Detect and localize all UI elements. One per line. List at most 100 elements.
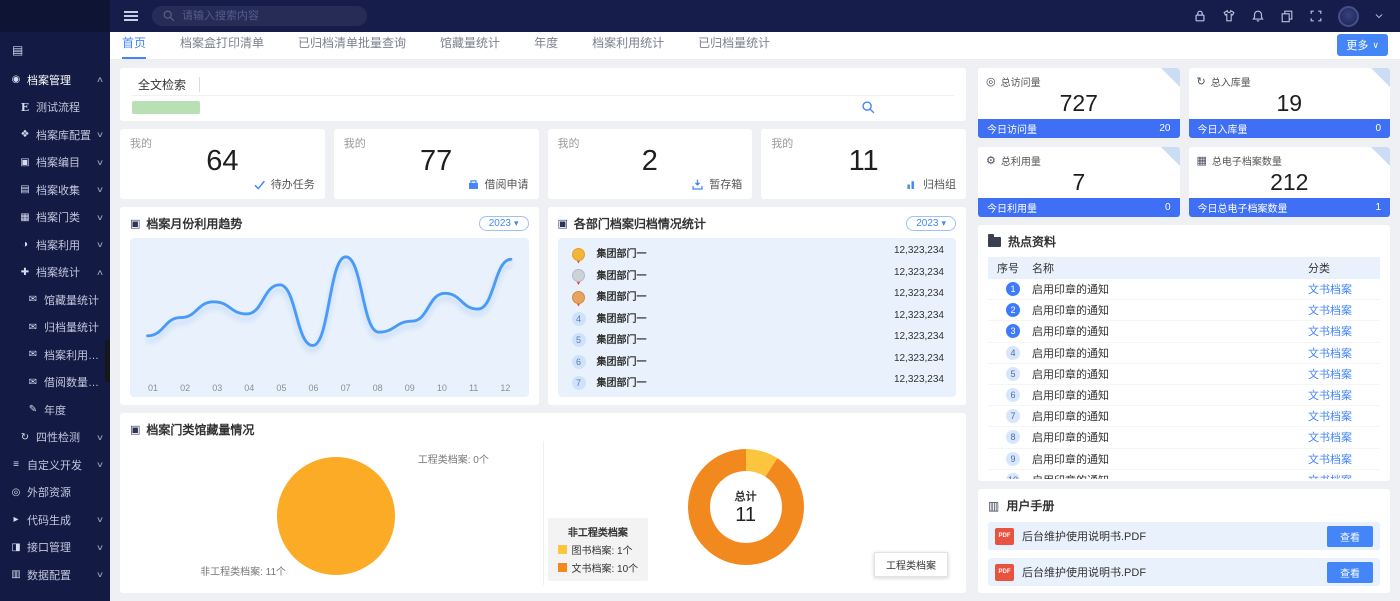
theme-shirt-icon[interactable]	[1222, 9, 1236, 23]
sidebar-item-test-flow[interactable]: E 测试流程	[0, 94, 110, 122]
sidebar-drag-handle[interactable]	[105, 340, 110, 382]
hot-table-header: 序号 名称 分类	[988, 257, 1380, 279]
fulltext-search-label[interactable]: 全文检索	[132, 76, 199, 93]
chevron-down-icon[interactable]	[1374, 11, 1384, 21]
stat-value: 727	[986, 89, 1172, 119]
dept-value: 12,323,234	[894, 245, 944, 260]
tab-home[interactable]: 首页	[122, 31, 146, 59]
category-link[interactable]: 文书档案	[1308, 454, 1352, 466]
sidebar-item-borrow-count-stat[interactable]: ✉ 借阅数量统计	[0, 369, 110, 397]
engineering-category-button[interactable]: 工程类档案	[874, 552, 948, 577]
mail-icon: ✉	[27, 377, 39, 388]
pie-label-non-engineering: 非工程类档案: 11个	[200, 563, 286, 578]
stat-card-borrow[interactable]: 我的 77 借阅申请	[334, 129, 539, 199]
sidebar-item-label: 数据配置	[27, 567, 92, 583]
copy-pages-icon[interactable]	[1280, 9, 1294, 23]
rank-circle: 10	[1006, 473, 1020, 479]
bar-chart-icon	[905, 178, 918, 191]
mail-icon: ✉	[27, 322, 39, 333]
sidebar-item-collect[interactable]: ▤ 档案收集 ∨	[0, 176, 110, 204]
sidebar-collapse-icon[interactable]: ▤	[0, 34, 110, 66]
category-link[interactable]: 文书档案	[1308, 326, 1352, 338]
sidebar-item-catalog[interactable]: ▣ 档案编目 ∨	[0, 149, 110, 177]
global-search-input[interactable]	[182, 10, 357, 22]
sidebar-item-four-check[interactable]: ↻ 四性检测 ∨	[0, 424, 110, 452]
col-header-name: 名称	[1032, 260, 1308, 276]
sidebar-item-api-manage[interactable]: ◨ 接口管理 ∨	[0, 534, 110, 562]
stat-value: 77	[344, 147, 529, 176]
sidebar-item-category[interactable]: ▦ 档案门类 ∨	[0, 204, 110, 232]
fullscreen-icon[interactable]	[1309, 9, 1323, 23]
stat-value: 11	[771, 147, 956, 176]
tab-year[interactable]: 年度	[534, 31, 558, 59]
category-link[interactable]: 文书档案	[1308, 284, 1352, 296]
sidebar-item-custom-dev[interactable]: ≡ 自定义开发 ∨	[0, 451, 110, 479]
globe-icon: ◎	[10, 487, 22, 498]
stat-card-todo[interactable]: 我的 64 待办任务	[120, 129, 325, 199]
dept-name: 集团部门一	[597, 310, 647, 325]
sidebar-item-repo-config[interactable]: ❖ 档案库配置 ∨	[0, 121, 110, 149]
stat-card-staging[interactable]: 我的 2 暂存箱	[548, 129, 753, 199]
view-button[interactable]: 查看	[1327, 526, 1373, 547]
search-submit-icon[interactable]	[861, 100, 876, 115]
dept-name: 集团部门一	[597, 288, 647, 303]
fulltext-search-input[interactable]	[210, 74, 954, 94]
tab-filed-batch-query[interactable]: 已归档清单批量查询	[298, 31, 406, 59]
user-avatar[interactable]	[1338, 6, 1359, 27]
sidebar-item-label: 档案编目	[36, 154, 92, 170]
category-link[interactable]: 文书档案	[1308, 390, 1352, 402]
category-link[interactable]: 文书档案	[1308, 348, 1352, 360]
stat-label: 归档组	[923, 176, 956, 192]
sidebar-item-usage[interactable]: ◑ 档案利用 ∨	[0, 231, 110, 259]
sidebar-item-label: 外部资源	[27, 484, 103, 500]
hot-title: 热点资料	[1008, 233, 1056, 250]
category-link[interactable]: 文书档案	[1308, 369, 1352, 381]
sidebar: ▤ ◉ 档案管理 ∧ E 测试流程 ❖ 档案库配置 ∨ ▣ 档案编目 ∨ ▤ 档…	[0, 32, 110, 601]
global-search[interactable]	[152, 6, 367, 26]
bell-icon[interactable]	[1251, 9, 1265, 23]
trend-year-select[interactable]: 2023▾	[479, 216, 529, 231]
sidebar-item-archive-manage[interactable]: ◉ 档案管理 ∧	[0, 66, 110, 94]
sidebar-item-statistics[interactable]: ✚ 档案统计 ∧	[0, 259, 110, 287]
manual-title: 用户手册	[1006, 497, 1054, 514]
footer-value: 0	[1165, 202, 1171, 213]
sidebar-item-year[interactable]: ✎ 年度	[0, 396, 110, 424]
rank-row: 6 集团部门一12,323,234	[570, 353, 945, 371]
sidebar-item-data-config[interactable]: ▥ 数据配置 ∨	[0, 561, 110, 589]
category-link[interactable]: 文书档案	[1308, 475, 1352, 479]
trend-chart-card: ▣ 档案月份利用趋势 2023▾ 01020304050607080910111…	[120, 207, 539, 405]
category-link[interactable]: 文书档案	[1308, 411, 1352, 423]
lock-icon[interactable]	[1193, 9, 1207, 23]
sidebar-item-label: 档案利用数统计	[44, 347, 103, 363]
rank-row: 4 集团部门一12,323,234	[570, 310, 945, 328]
category-link[interactable]: 文书档案	[1308, 432, 1352, 444]
doc-name: 启用印章的通知	[1032, 345, 1308, 361]
check-icon	[253, 178, 266, 191]
stat-card-archive-group[interactable]: 我的 11 归档组	[761, 129, 966, 199]
rank-year-select[interactable]: 2023▾	[906, 216, 956, 231]
x-tick: 04	[244, 383, 254, 393]
sidebar-item-filed-stat[interactable]: ✉ 归档量统计	[0, 314, 110, 342]
tab-usage-stat[interactable]: 档案利用统计	[592, 31, 664, 59]
doc-name: 启用印章的通知	[1032, 366, 1308, 382]
hamburger-menu-icon[interactable]	[124, 11, 138, 21]
stat-value: 2	[558, 147, 743, 176]
sidebar-item-external-res[interactable]: ◎ 外部资源	[0, 479, 110, 507]
sidebar-item-holdings-stat[interactable]: ✉ 馆藏量统计	[0, 286, 110, 314]
category-link[interactable]: 文书档案	[1308, 305, 1352, 317]
tab-box-print-list[interactable]: 档案盒打印清单	[180, 31, 264, 59]
x-tick: 05	[276, 383, 286, 393]
rank-chart-card: ▣ 各部门档案归档情况统计 2023▾ 集团部门一12,323,234	[548, 207, 967, 405]
tab-holdings-stat[interactable]: 馆藏量统计	[440, 31, 500, 59]
doc-name: 启用印章的通知	[1032, 323, 1308, 339]
doc-name: 启用印章的通知	[1032, 429, 1308, 445]
sidebar-item-code-gen[interactable]: ▸ 代码生成 ∨	[0, 506, 110, 534]
view-button[interactable]: 查看	[1327, 562, 1373, 583]
dept-value: 12,323,234	[894, 288, 944, 303]
search-filter-tag[interactable]	[132, 101, 200, 114]
more-tabs-button[interactable]: 更多∨	[1337, 34, 1388, 56]
sidebar-item-usage-count-stat[interactable]: ✉ 档案利用数统计	[0, 341, 110, 369]
logo-block	[0, 0, 110, 32]
tab-filed-stat[interactable]: 已归档量统计	[698, 31, 770, 59]
dept-value: 12,323,234	[894, 331, 944, 346]
